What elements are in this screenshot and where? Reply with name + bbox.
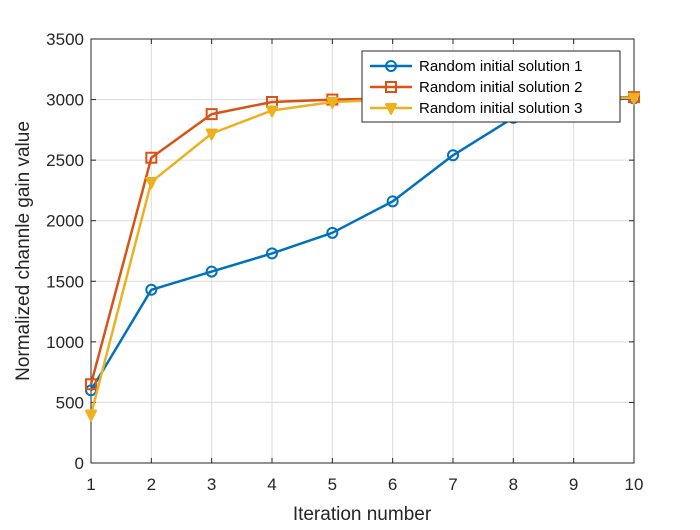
data-point [85,378,97,391]
legend-swatch-marker [385,103,397,115]
data-point [386,195,399,208]
data-point [205,128,218,141]
data-point [628,92,640,105]
legend-label: Random initial solution 3 [419,100,582,117]
data-point [205,265,218,278]
x-tick-label: 10 [625,475,644,494]
legend-label: Random initial solution 2 [419,79,582,96]
y-tick-label: 1000 [46,333,84,352]
data-point [145,151,158,164]
y-tick-label: 3000 [46,91,84,110]
data-point [326,226,339,239]
y-tick-label: 2000 [46,212,84,231]
data-point [266,105,278,118]
legend-swatch-marker [385,60,397,72]
legend-item: Random initial solution 2 [370,79,582,96]
x-tick-label: 8 [509,475,518,494]
legend-swatch-marker [385,81,397,93]
data-point [145,176,158,189]
data-point [326,96,339,109]
y-tick-label: 3500 [46,30,84,49]
x-tick-label: 1 [86,475,95,494]
axes: 1 2 3 4 5 6 7 8 9 10 0 500 1000 1500 2000 2500 3000 3500 [46,30,643,494]
y-tick-label: 2500 [46,151,84,170]
data-point [266,247,278,260]
y-tick-label: 0 [75,454,84,473]
x-tick-label: 6 [388,475,397,494]
x-tick-label: 9 [569,475,578,494]
x-tick-label: 7 [448,475,457,494]
y-axis-title: Normalized channle gain value [13,121,34,381]
x-tick-label: 5 [328,475,337,494]
y-tick-label: 1500 [46,272,84,291]
data-point [447,149,459,162]
data-point [145,283,158,296]
data-point [205,108,218,121]
x-axis-title: Iteration number [293,504,432,525]
data-point [85,409,97,422]
axes-box [90,38,635,464]
x-tick-label: 2 [147,475,156,494]
legend: Random initial solution 1 Random initial … [361,50,621,123]
legend-item: Random initial solution 1 [370,58,582,75]
x-tick-label: 4 [267,475,276,494]
x-tick-label: 3 [207,475,216,494]
legend-label: Random initial solution 1 [419,58,582,75]
y-tick-label: 500 [56,393,84,412]
legend-item: Random initial solution 3 [370,100,582,117]
